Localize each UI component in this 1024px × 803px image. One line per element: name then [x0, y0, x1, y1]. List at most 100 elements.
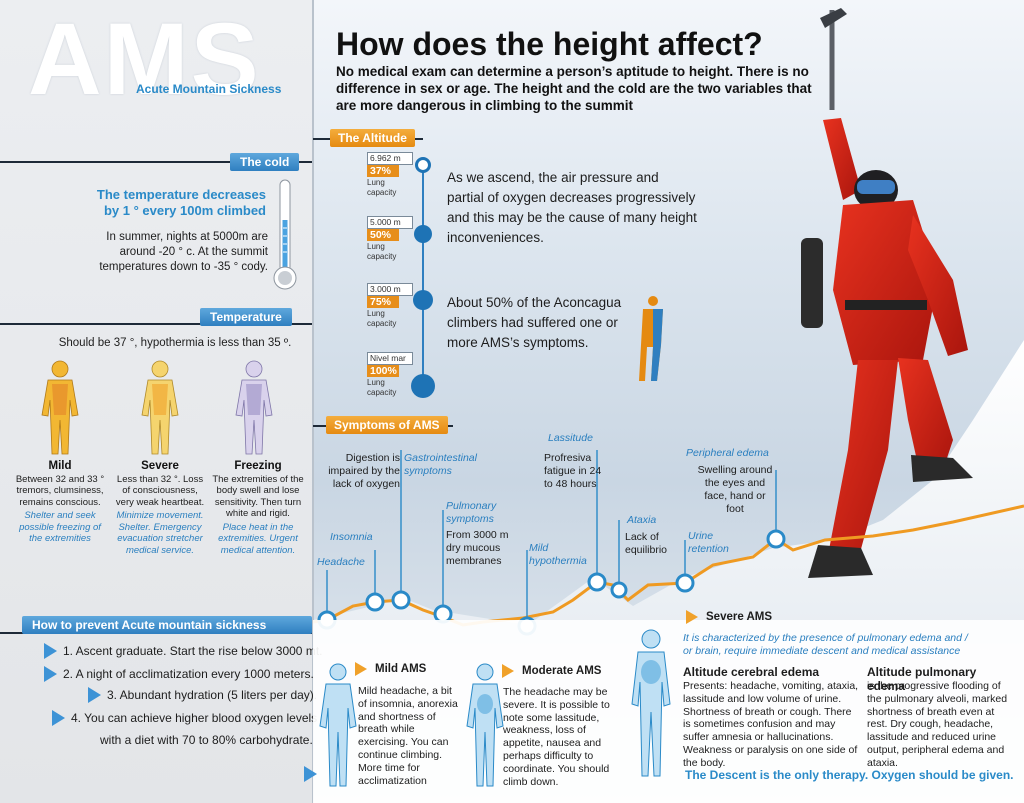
arrow-icon	[52, 710, 65, 726]
altitude-height: Nivel mar	[367, 352, 413, 365]
cold-tab-bar	[0, 161, 312, 163]
logo-subtitle: Acute Mountain Sickness	[136, 82, 282, 96]
body-mild-icon	[41, 360, 79, 455]
mild-ams-title-text: Mild AMS	[375, 663, 427, 675]
stage-mild: Mild Between 32 and 33 ° tremors, clumsi…	[14, 460, 106, 545]
lassitude-marker	[587, 572, 607, 592]
body-mild-ams-icon	[319, 663, 357, 787]
altitude-height: 3.000 m	[367, 283, 413, 296]
cerebral-edema-text: Presents: headache, vomiting, ataxia, la…	[683, 680, 859, 769]
stage-advice: Minimize movement. Shelter. Emergency ev…	[116, 510, 204, 556]
pulmonary-edema-title: Altitude pulmonary edema	[867, 665, 977, 693]
altitude-dot	[411, 374, 435, 398]
body-severe-icon	[141, 360, 179, 455]
main-title: How does the height affect?	[336, 26, 763, 62]
cold-title: The temperature decreases by 1 ° every 1…	[96, 187, 266, 218]
altitude-height: 5.000 m	[367, 216, 413, 229]
severe-ams-intro: It is characterized by the presence of p…	[683, 632, 968, 657]
altitude-dot	[414, 225, 432, 243]
prevent-item-text: 1. Ascent graduate. Start the rise below…	[63, 644, 323, 658]
temperature-text: Should be 37 °, hypothermia is less than…	[58, 337, 292, 349]
altitude-level-3: 3.000 m 75% Lung capacity	[367, 283, 413, 329]
stage-advice: Shelter and seek possible freezing of th…	[19, 510, 101, 544]
symptom-edema-title: Peripheral edema	[686, 447, 769, 459]
terrain-polyline	[313, 504, 1024, 627]
triangle-icon	[502, 664, 514, 678]
arrow-icon	[44, 643, 57, 659]
prevent-item-5: with a diet with 70 to 80% carbohydrate.	[100, 733, 313, 747]
symptom-headache: Headache	[317, 556, 365, 568]
altitude-label: Lung capacity	[367, 242, 397, 261]
arrow-icon	[88, 687, 101, 703]
body-freezing-icon	[235, 360, 273, 455]
moderate-ams-text: The headache may be severe. It is possib…	[503, 686, 610, 788]
symptom-ataxia-title: Ataxia	[627, 514, 657, 526]
stage-desc: The extremities of the body swell and lo…	[212, 473, 304, 520]
symptom-pulmonary-title: Pulmonary symptoms	[446, 500, 497, 525]
prevent-item-text: 2. A night of acclimatization every 1000…	[63, 667, 314, 681]
cold-text: In summer, nights at 5000m are around -2…	[99, 231, 268, 273]
thermometer-icon	[273, 179, 297, 290]
symptom-mild-hypothermia: Mild hypothermia	[529, 542, 587, 567]
altitude-height: 6.962 m	[367, 152, 413, 165]
triangle-icon	[686, 610, 698, 624]
urine-marker	[675, 573, 695, 593]
stage-name: Mild	[48, 460, 72, 472]
cold-tab: The cold	[230, 153, 300, 171]
ataxia-marker	[610, 581, 628, 599]
altitude-level-2: 5.000 m 50% Lung capacity	[367, 216, 413, 262]
main-intro: No medical exam can determine a person’s…	[336, 64, 812, 113]
prevent-item-1: 1. Ascent graduate. Start the rise below…	[44, 643, 322, 659]
altitude-level-1: 6.962 m 37% Lung capacity	[367, 152, 413, 198]
cerebral-edema-title: Altitude cerebral edema	[683, 665, 820, 679]
altitude-label: Lung capacity	[367, 378, 397, 397]
altitude-text-2: About 50% of the Aconcagua climbers had …	[447, 295, 622, 350]
altitude-dot	[413, 290, 433, 310]
ams-levels-panel	[313, 620, 1024, 803]
symptom-digestion: Digestion is impaired by the lack of oxy…	[328, 452, 400, 490]
arrow-icon	[304, 766, 317, 782]
altitude-text-1: As we ascend, the air pressure and parti…	[447, 170, 697, 245]
prevent-item-text: with a diet with 70 to 80% carbohydrate.	[100, 733, 313, 747]
triangle-icon	[355, 662, 367, 676]
altitude-tab: The Altitude	[330, 129, 415, 147]
arrow-icon	[44, 666, 57, 682]
altitude-label: Lung capacity	[367, 178, 397, 197]
stage-advice: Place heat in the extremities. Urgent me…	[218, 521, 298, 556]
logo-ams: AMS	[28, 2, 261, 116]
small-climber-icon	[639, 296, 663, 381]
stage-name: Freezing	[234, 460, 282, 472]
stage-severe: Severe Less than 32 °. Loss of conscious…	[114, 460, 206, 556]
prevent-item-2: 2. A night of acclimatization every 1000…	[44, 666, 314, 682]
panel-divider	[312, 0, 314, 803]
prevent-item-3: 3. Abundant hydration (5 liters per day)…	[88, 687, 317, 703]
symptoms-tab: Symptoms of AMS	[326, 416, 448, 434]
altitude-percent: 100%	[367, 365, 399, 377]
body-severe-ams-icon	[631, 629, 671, 777]
temperature-tab-bar	[0, 323, 312, 325]
body-moderate-ams-icon	[466, 663, 504, 787]
temperature-tab: Temperature	[200, 308, 292, 326]
altitude-label: Lung capacity	[367, 309, 397, 328]
symptoms-terrain-line	[313, 450, 1024, 636]
symptom-lassitude-title: Lassitude	[548, 432, 593, 444]
symptom-gastrointestinal: Gastrointestinal symptoms	[404, 452, 477, 477]
mild-ams-text: Mild headache, a bit of insomnia, anorex…	[358, 685, 458, 787]
climber-figure	[801, 8, 973, 578]
stage-desc: Less than 32 °. Loss of consciousness, v…	[115, 473, 205, 508]
prevent-item-4: 4. You can achieve higher blood oxygen l…	[52, 710, 317, 726]
severe-ams-title: Severe AMS	[686, 610, 772, 624]
severe-ams-title-text: Severe AMS	[706, 611, 773, 623]
symptom-ataxia-text: Lack of equilibrio	[625, 531, 668, 556]
altitude-percent: 37%	[367, 165, 399, 177]
mild-ams-title: Mild AMS	[355, 662, 426, 676]
symptom-insomnia: Insomnia	[330, 531, 373, 543]
mountain-illustration	[313, 8, 1024, 625]
insomnia-marker	[365, 592, 385, 612]
symptom-edema-text: Swelling around the eyes and face, hand …	[697, 464, 773, 515]
stage-desc: Between 32 and 33 ° tremors, clumsiness,…	[15, 473, 105, 508]
moderate-ams-title-text: Moderate AMS	[522, 665, 602, 677]
altitude-percent: 75%	[367, 296, 399, 308]
symptom-lassitude-text: Profresiva fatigue in 24 to 48 hours	[544, 452, 602, 490]
symptom-urine-retention: Urine retention	[688, 530, 729, 555]
